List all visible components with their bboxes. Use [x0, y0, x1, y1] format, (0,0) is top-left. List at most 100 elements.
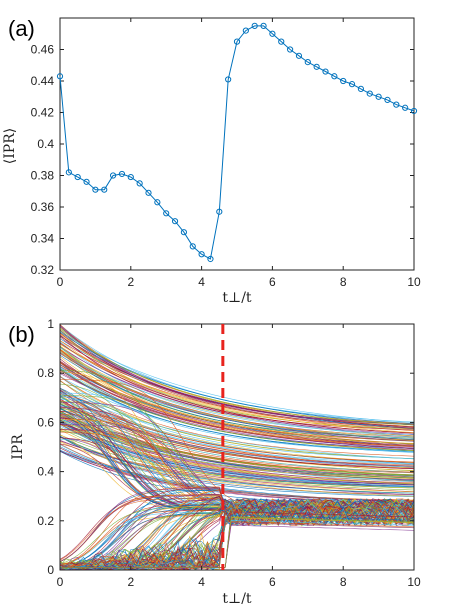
panel-b-curve [60, 328, 414, 426]
panel-b-curve [60, 334, 414, 431]
panel-a-point [207, 255, 214, 263]
panel-a-xlabel: t⊥/t [222, 290, 252, 306]
panel-a-point [331, 73, 338, 80]
panel-a-ytick-label: 0.42 [31, 106, 55, 120]
panel-b-xtick-label: 6 [269, 575, 276, 589]
panel-a-ytick-label: 0.32 [31, 263, 55, 277]
panel-b-curve [60, 414, 414, 478]
panel-b-ytick-label: 0 [47, 563, 54, 577]
panel-a-point [322, 68, 329, 75]
panel-a-line [59, 25, 415, 260]
panel-b-curve [60, 354, 414, 440]
panel-a-xtick-label: 10 [407, 275, 421, 289]
panel-a-point [198, 251, 205, 258]
panel-a-point [269, 30, 276, 37]
panel-a-point [101, 186, 108, 193]
panel-b-curve [60, 332, 414, 430]
panel-a-point [83, 178, 90, 185]
panel-b-curve [60, 516, 414, 568]
panel-b-curve [60, 368, 414, 451]
panel-b-ytick-label: 0.8 [37, 366, 54, 380]
panel-b-curve [60, 326, 414, 426]
panel-a-ytick-label: 0.38 [31, 169, 55, 183]
panel-a-point [189, 243, 196, 250]
panel-a-point [357, 85, 364, 92]
panel-a-point [260, 22, 267, 29]
panel-a-point [251, 22, 258, 29]
panel-b-ytick-label: 0.2 [37, 514, 54, 528]
panel-b-curve [60, 387, 414, 463]
panel-b-curve [60, 362, 414, 447]
panel-a-point [216, 208, 223, 215]
panel-b-curve [60, 331, 414, 424]
panel-b-label: (b) [8, 322, 35, 347]
panel-b-curve [60, 366, 414, 452]
panel-a-point [313, 63, 320, 70]
panel-b-curve [60, 351, 414, 444]
panel-a-point [110, 172, 117, 179]
panel-b-ticks: 0 2 4 6 8 10 0 0.2 0.4 0.6 0.8 1 [37, 317, 421, 589]
panel-a-point [180, 229, 187, 236]
panel-a-point [242, 27, 249, 34]
panel-b-curve [60, 506, 414, 570]
panel-b-curve [60, 422, 414, 487]
panel-a-ytick-label: 0.44 [31, 74, 55, 88]
panel-b-ylabel: IPR [10, 434, 26, 460]
panel-a-ytick-label: 0.36 [31, 200, 55, 214]
panel-a-label: (a) [8, 16, 35, 41]
panel-a-point [171, 218, 179, 225]
panel-b-curve [60, 341, 414, 436]
panel-b-curve [60, 411, 414, 479]
panel-b-curve [60, 506, 414, 570]
panel-b-curve [60, 421, 414, 487]
panel-a-point [225, 76, 232, 83]
panel-b-curve [60, 434, 414, 491]
panel-b-curve [60, 376, 414, 457]
panel-b-xtick-label: 4 [198, 575, 205, 589]
panel-a-xtick-label: 2 [127, 275, 134, 289]
panel-a-point [92, 186, 99, 193]
panel-a-point [375, 93, 382, 100]
panel-b-ytick-label: 0.6 [37, 415, 54, 429]
panel-a-xtick-label: 8 [340, 275, 347, 289]
panel-a-ytick-label: 0.46 [31, 43, 55, 57]
panel-a-point [340, 77, 347, 85]
panel-a-ticks: 0 2 4 6 8 10 0.32 0.34 0.36 0.38 0.4 0.42 0.44 0.46 [31, 18, 421, 289]
panel-b-xlabel: t⊥/t [222, 591, 252, 607]
panel-b-ytick-label: 1 [47, 317, 54, 331]
panel-b-xtick-label: 2 [127, 575, 134, 589]
panel-a-point [154, 199, 161, 206]
panel-a-point [118, 170, 126, 178]
panel-b-ytick-label: 0.4 [37, 465, 54, 479]
panel-a-series [56, 22, 418, 263]
panel-a: 0 2 4 6 8 10 0.32 0.34 0.36 0.38 0.4 0.42 0.44 0.46 (… [2, 16, 421, 306]
panel-b-curve [60, 398, 414, 470]
panel-a-xtick-label: 0 [57, 275, 64, 289]
panel-b-frame [59, 323, 415, 571]
panel-a-point [304, 59, 311, 66]
panel-a-point [410, 107, 418, 115]
panel-b-curve [60, 436, 414, 493]
panel-b-curve [60, 344, 414, 433]
panel-a-ytick-label: 0.4 [37, 137, 54, 151]
panel-a-point [233, 38, 241, 45]
panel-b-curve [60, 333, 414, 431]
panel-a-ytick-label: 0.34 [31, 232, 55, 246]
panel-a-ylabel: ⟨IPR⟩ [2, 128, 18, 164]
panel-a-point [65, 169, 72, 176]
panel-a-xtick-label: 4 [198, 275, 205, 289]
panel-b-xtick-label: 0 [57, 575, 64, 589]
panel-a-point [136, 180, 143, 187]
panel-b-xtick-label: 10 [407, 575, 421, 589]
panel-b: 0 2 4 6 8 10 0 0.2 0.4 0.6 0.8 1 (b) t⊥/t IPR [8, 317, 421, 607]
panel-b-curve [60, 348, 414, 441]
panel-a-xtick-label: 6 [269, 275, 276, 289]
panel-b-curve [60, 352, 414, 438]
panel-a-point [287, 46, 294, 53]
panel-a-point [74, 173, 81, 181]
panel-b-xtick-label: 8 [340, 575, 347, 589]
panel-b-curve [60, 498, 414, 567]
panel-a-point [127, 173, 134, 181]
panel-b-curve [60, 345, 414, 437]
